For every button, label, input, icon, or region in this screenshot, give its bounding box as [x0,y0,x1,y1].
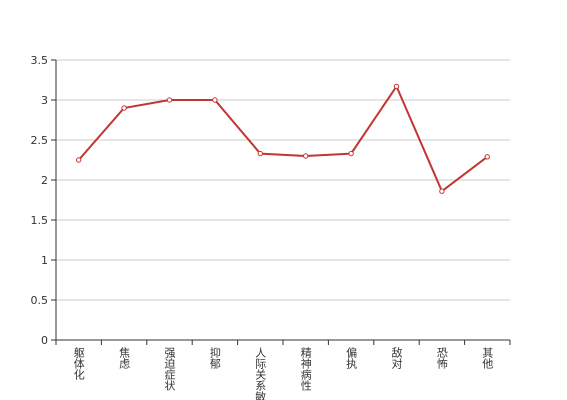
point [439,188,445,194]
y-tick-label: 0.5 [31,294,49,307]
y-tick-label: 2 [41,174,48,187]
point [303,153,309,159]
x-tick-label: 躯体化 [72,347,85,381]
y-tick-label: 3 [41,94,48,107]
x-tick-label: 人际关系敏感 [254,347,267,400]
x-tick-label: 其他 [481,347,494,369]
x-tick-label: 强迫症状 [163,347,176,391]
x-tick-label: 抑郁 [208,346,221,369]
y-tick-label: 3.5 [31,54,49,67]
point [212,97,218,103]
point [166,97,173,103]
point [257,150,263,157]
x-tick-label: 敌对 [390,346,403,369]
line [77,84,488,193]
point [76,157,82,163]
point [484,154,490,160]
x-tick-label: 焦虑 [118,347,131,369]
point [121,105,127,111]
y-tick-label: 1.5 [31,214,49,227]
x-tick-label: 恐怖 [435,347,448,369]
y-tick-label: 2.5 [31,134,49,147]
x-tick-label: 精神病性 [299,347,312,392]
x-tick-label: 偏执 [345,346,358,370]
y-tick-label: 0 [41,334,48,347]
point [348,150,354,157]
y-tick-label: 1 [41,254,48,267]
point [393,83,400,90]
